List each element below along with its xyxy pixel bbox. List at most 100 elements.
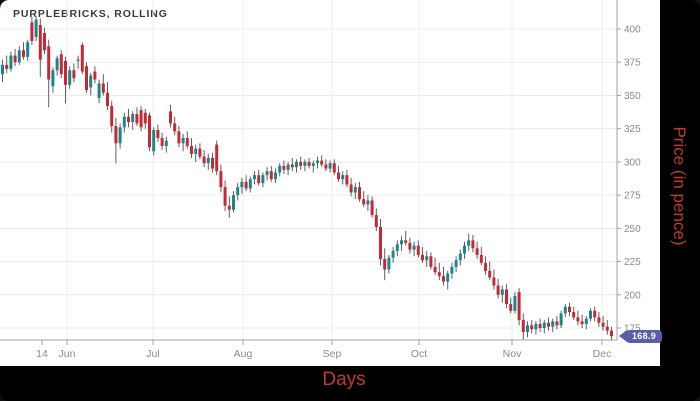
- candle[interactable]: [534, 321, 538, 335]
- candle[interactable]: [156, 124, 160, 142]
- candle[interactable]: [131, 111, 135, 130]
- candle[interactable]: [555, 316, 559, 330]
- candle[interactable]: [509, 297, 513, 314]
- candle[interactable]: [379, 219, 382, 266]
- candle[interactable]: [332, 159, 336, 176]
- candle[interactable]: [484, 256, 487, 275]
- candle[interactable]: [324, 159, 328, 172]
- candle[interactable]: [597, 312, 601, 327]
- candle[interactable]: [93, 66, 97, 84]
- candle[interactable]: [601, 316, 605, 331]
- candle[interactable]: [76, 55, 80, 69]
- candle[interactable]: [143, 108, 147, 129]
- candle[interactable]: [106, 82, 109, 111]
- candle[interactable]: [164, 136, 168, 153]
- candle[interactable]: [320, 155, 324, 168]
- candle[interactable]: [551, 318, 555, 332]
- candle[interactable]: [227, 196, 231, 218]
- candle[interactable]: [17, 46, 21, 65]
- candle[interactable]: [295, 159, 298, 173]
- candle[interactable]: [467, 233, 471, 251]
- candle[interactable]: [47, 39, 51, 108]
- candle[interactable]: [526, 321, 529, 338]
- candle[interactable]: [26, 39, 30, 61]
- candle[interactable]: [328, 160, 332, 173]
- candle[interactable]: [261, 172, 265, 188]
- candle[interactable]: [387, 254, 391, 274]
- candle[interactable]: [307, 157, 311, 169]
- candle[interactable]: [206, 153, 210, 170]
- candle[interactable]: [80, 42, 84, 75]
- candle[interactable]: [1, 59, 4, 83]
- candle[interactable]: [211, 152, 214, 173]
- candle[interactable]: [198, 143, 202, 160]
- candle[interactable]: [5, 55, 9, 73]
- candle[interactable]: [160, 132, 164, 150]
- candle[interactable]: [185, 131, 189, 149]
- candle[interactable]: [500, 285, 504, 303]
- candle[interactable]: [408, 237, 412, 254]
- candle[interactable]: [492, 269, 496, 290]
- candle[interactable]: [51, 67, 55, 93]
- candle[interactable]: [223, 180, 227, 212]
- candle[interactable]: [366, 195, 370, 212]
- candle[interactable]: [219, 164, 223, 193]
- candle[interactable]: [248, 176, 252, 193]
- candle[interactable]: [345, 169, 349, 188]
- candle[interactable]: [593, 306, 597, 322]
- candle[interactable]: [463, 241, 466, 259]
- candle[interactable]: [118, 123, 122, 149]
- candle[interactable]: [337, 165, 340, 182]
- candle[interactable]: [303, 159, 307, 172]
- candle[interactable]: [568, 302, 571, 317]
- candle[interactable]: [538, 318, 542, 332]
- candle[interactable]: [236, 183, 240, 201]
- candle[interactable]: [257, 169, 261, 186]
- candle[interactable]: [391, 246, 395, 263]
- candle[interactable]: [479, 246, 483, 266]
- candle[interactable]: [425, 250, 429, 267]
- candle[interactable]: [114, 118, 118, 164]
- candle[interactable]: [488, 261, 492, 281]
- candle[interactable]: [30, 17, 34, 45]
- candle[interactable]: [572, 306, 576, 321]
- candle[interactable]: [278, 163, 282, 177]
- candle[interactable]: [38, 18, 42, 77]
- candle[interactable]: [265, 167, 269, 181]
- candle[interactable]: [43, 27, 46, 55]
- candle[interactable]: [576, 310, 580, 326]
- candle[interactable]: [605, 320, 609, 335]
- candle[interactable]: [110, 100, 114, 133]
- candle[interactable]: [349, 177, 353, 197]
- candle[interactable]: [194, 144, 198, 162]
- candle[interactable]: [559, 310, 563, 329]
- candle[interactable]: [311, 160, 315, 173]
- candle[interactable]: [274, 168, 277, 184]
- candle[interactable]: [148, 112, 151, 152]
- candle[interactable]: [521, 313, 525, 340]
- candle[interactable]: [290, 157, 294, 172]
- candle[interactable]: [190, 137, 193, 158]
- candle[interactable]: [433, 257, 437, 275]
- candle[interactable]: [547, 317, 550, 331]
- candle[interactable]: [400, 236, 403, 251]
- candle[interactable]: [22, 42, 25, 60]
- candle[interactable]: [450, 262, 454, 279]
- candle[interactable]: [269, 165, 273, 182]
- candle[interactable]: [416, 240, 420, 258]
- candle[interactable]: [358, 181, 361, 202]
- candle[interactable]: [589, 308, 592, 322]
- candle[interactable]: [9, 51, 13, 72]
- candle[interactable]: [253, 171, 256, 185]
- candle[interactable]: [454, 256, 458, 273]
- candle[interactable]: [316, 156, 319, 169]
- candle[interactable]: [353, 183, 357, 200]
- candle[interactable]: [517, 288, 521, 326]
- candle[interactable]: [442, 266, 445, 286]
- candle[interactable]: [181, 133, 185, 152]
- candle[interactable]: [97, 79, 101, 104]
- candle[interactable]: [72, 63, 76, 83]
- candle[interactable]: [404, 230, 408, 246]
- candle[interactable]: [383, 248, 387, 281]
- candle[interactable]: [374, 208, 378, 231]
